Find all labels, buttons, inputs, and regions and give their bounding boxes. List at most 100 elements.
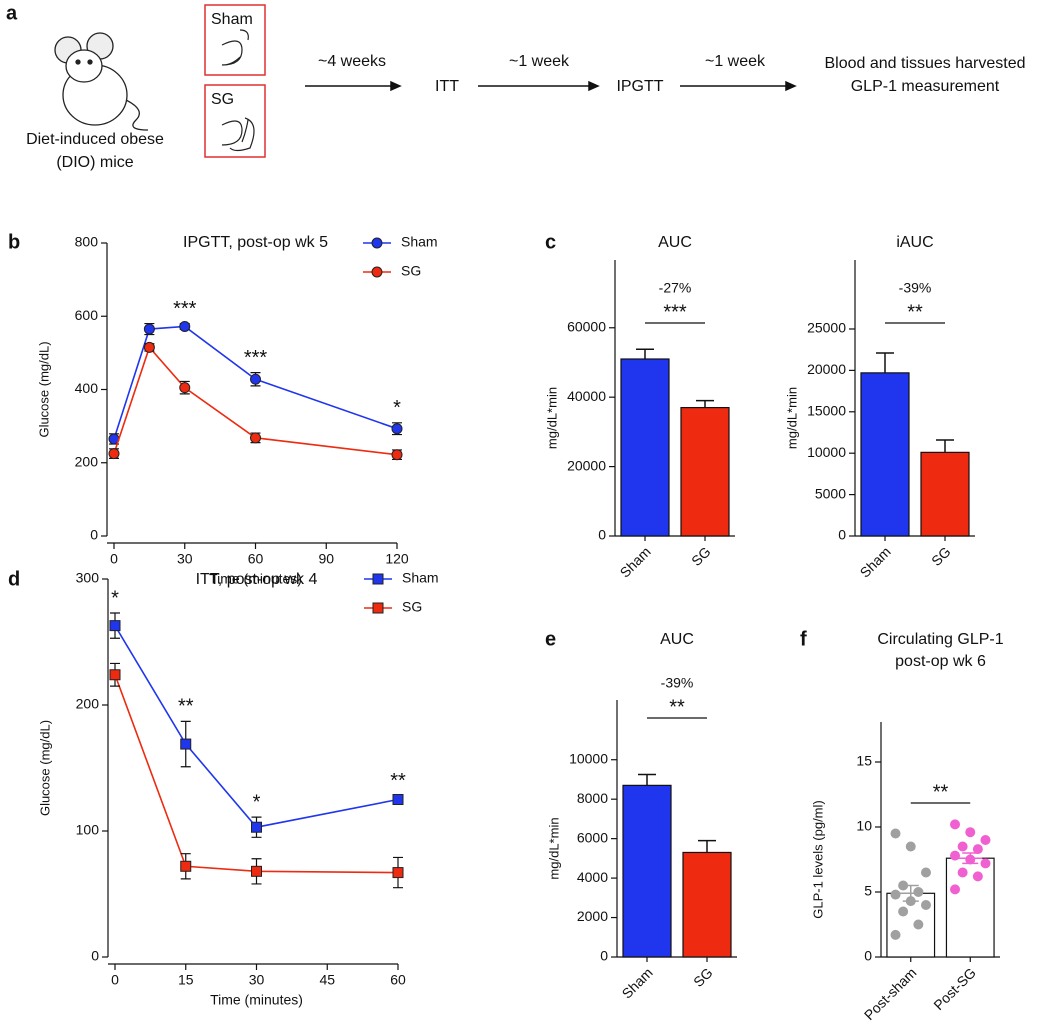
bar bbox=[682, 851, 732, 958]
y-tick-label: 0 bbox=[838, 527, 846, 543]
mouse-icon bbox=[54, 32, 149, 131]
data-point bbox=[890, 929, 901, 940]
y-axis-label: mg/dL*min bbox=[544, 387, 559, 449]
y-tick-label: 8000 bbox=[577, 790, 608, 806]
marker bbox=[108, 448, 120, 460]
marker bbox=[391, 423, 403, 435]
significance: ** bbox=[669, 696, 685, 718]
data-point bbox=[913, 887, 924, 897]
data-point bbox=[972, 844, 983, 855]
panel-letter: f bbox=[800, 628, 807, 650]
data-point bbox=[898, 880, 909, 891]
group-box bbox=[204, 84, 266, 158]
y-tick-label: 20000 bbox=[567, 457, 606, 473]
data-point bbox=[920, 900, 931, 910]
y-tick-label: 15000 bbox=[807, 402, 846, 418]
x-tick-label: Post-sham bbox=[861, 964, 920, 1023]
y-axis-label: Glucose (mg/dL) bbox=[36, 341, 51, 437]
x-tick-label: 30 bbox=[249, 972, 265, 988]
data-point bbox=[957, 867, 968, 878]
y-tick-label: 5 bbox=[864, 883, 872, 899]
group-box bbox=[204, 4, 266, 76]
legend-marker bbox=[372, 573, 384, 585]
group-label: Sham bbox=[211, 11, 253, 28]
marker bbox=[392, 867, 404, 879]
y-tick-label: 15 bbox=[856, 753, 872, 769]
bar bbox=[945, 857, 995, 958]
y-tick-label: 60000 bbox=[567, 318, 606, 334]
panel-letter: d bbox=[8, 568, 20, 590]
bar bbox=[920, 451, 970, 537]
error-bar bbox=[636, 348, 654, 359]
y-tick-label: 100 bbox=[76, 822, 100, 838]
y-tick-label: 0 bbox=[598, 527, 606, 543]
panel-letter: c bbox=[545, 231, 556, 253]
significance: *** bbox=[173, 298, 197, 320]
arrows bbox=[305, 80, 797, 92]
step-stage: IPGTT bbox=[616, 78, 663, 95]
legend-marker bbox=[372, 602, 384, 614]
y-tick-label: 0 bbox=[864, 948, 872, 964]
stomach-icons bbox=[221, 29, 255, 152]
marker bbox=[143, 341, 155, 353]
significance: ** bbox=[390, 770, 406, 792]
data-point bbox=[950, 884, 961, 895]
chart-title: AUC bbox=[660, 631, 694, 648]
marker bbox=[391, 449, 403, 461]
marker bbox=[143, 323, 155, 335]
data-point bbox=[905, 896, 916, 907]
significance: ** bbox=[933, 781, 949, 803]
y-tick-label: 6000 bbox=[577, 829, 608, 845]
step-stage: Blood and tissues harvested bbox=[824, 55, 1025, 72]
marker bbox=[251, 865, 262, 877]
y-axis-label: GLP-1 levels (pg/ml) bbox=[810, 800, 825, 918]
significance: * bbox=[111, 587, 119, 609]
x-tick-label: 90 bbox=[318, 551, 334, 567]
panel-letter: e bbox=[545, 628, 556, 650]
bar bbox=[680, 406, 730, 537]
data-point bbox=[980, 835, 991, 845]
change-label: -39% bbox=[899, 280, 932, 296]
x-tick-label: 120 bbox=[385, 551, 409, 567]
x-tick-label: 15 bbox=[178, 972, 194, 988]
data-point bbox=[913, 919, 924, 930]
y-axis-label: mg/dL*min bbox=[784, 387, 799, 449]
x-tick-label: 0 bbox=[111, 972, 119, 988]
x-tick-label: SG bbox=[690, 964, 716, 990]
chart-title: ITT, post-op wk 4 bbox=[196, 571, 318, 588]
x-axis-label: Time (minutes) bbox=[210, 992, 303, 1008]
x-tick-label: 45 bbox=[319, 972, 335, 988]
x-tick-label: Sham bbox=[617, 543, 654, 580]
step-duration: ~4 weeks bbox=[318, 53, 386, 70]
marker bbox=[180, 860, 192, 872]
y-tick-label: 200 bbox=[76, 696, 100, 712]
error-bar bbox=[698, 839, 716, 853]
x-tick-label: SG bbox=[928, 543, 954, 569]
y-tick-label: 0 bbox=[90, 527, 98, 543]
x-tick-label: 0 bbox=[110, 551, 118, 567]
y-axis-label: Glucose (mg/dL) bbox=[37, 720, 52, 816]
significance: *** bbox=[244, 347, 268, 369]
data-point bbox=[950, 819, 961, 830]
change-label: -27% bbox=[659, 280, 692, 296]
data-point bbox=[980, 858, 991, 869]
chart-title: IPGTT, post-op wk 5 bbox=[183, 234, 328, 251]
y-tick-label: 10000 bbox=[807, 444, 846, 460]
y-tick-label: 20000 bbox=[807, 361, 846, 377]
bar bbox=[622, 784, 672, 958]
marker bbox=[180, 738, 192, 750]
data-point bbox=[965, 827, 976, 838]
x-tick-label: Sham bbox=[619, 964, 656, 1001]
y-axis-label: mg/dL*min bbox=[546, 817, 561, 879]
y-tick-label: 2000 bbox=[577, 908, 608, 924]
error-bar bbox=[638, 773, 656, 786]
legend-marker bbox=[371, 266, 383, 278]
error-bar bbox=[936, 439, 954, 453]
y-tick-label: 4000 bbox=[577, 869, 608, 885]
data-point bbox=[957, 841, 968, 852]
error-bar bbox=[876, 352, 894, 373]
legend-label: Sham bbox=[402, 570, 439, 586]
data-point bbox=[950, 850, 961, 861]
x-tick-label: 30 bbox=[177, 551, 193, 567]
marker bbox=[250, 432, 261, 444]
